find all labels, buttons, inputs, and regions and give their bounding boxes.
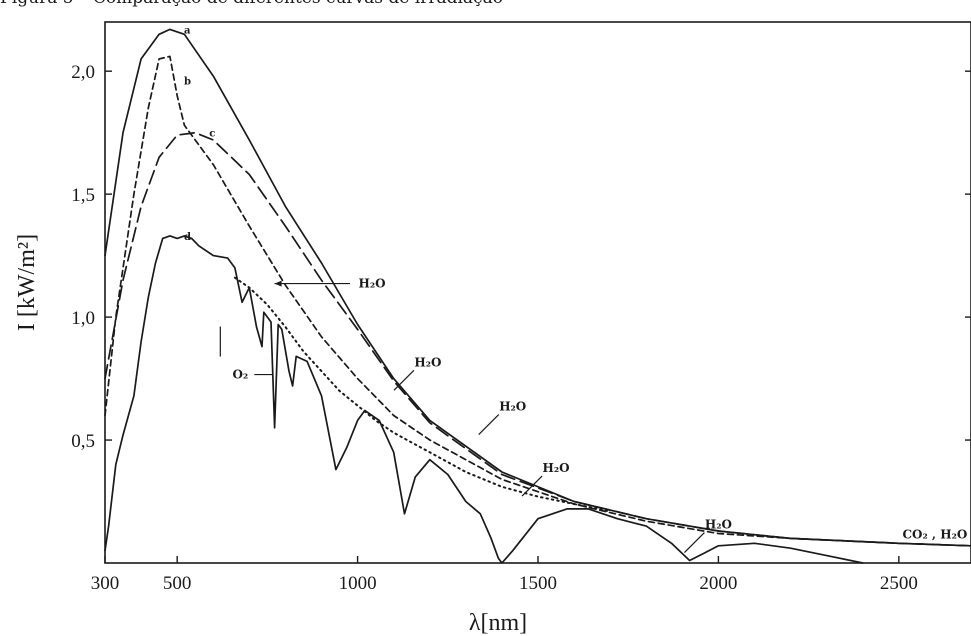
annotation-pointer <box>478 414 500 435</box>
series-line-dotted <box>233 276 612 513</box>
annotation-pointer <box>393 369 415 391</box>
annotation-label: H₂O <box>414 355 441 369</box>
y-tick-label: 0,5 <box>71 431 95 452</box>
x-tick-label: 1000 <box>339 573 377 594</box>
annotation-label: CO₂ , H₂O <box>902 527 967 541</box>
x-tick-label: 2500 <box>880 573 918 594</box>
annotation-label: H₂O <box>499 400 526 414</box>
figure-caption: Figura 5 – Comparação de diferentes curv… <box>0 0 503 8</box>
series-line-d <box>104 235 864 564</box>
series-label-b: b <box>184 76 191 87</box>
series-line-c <box>104 131 971 547</box>
annotation-pointer <box>521 475 543 497</box>
x-tick-label: 2000 <box>699 573 737 594</box>
annotation-pointer <box>683 532 705 553</box>
series-line-b <box>104 55 971 547</box>
y-tick-label: 2,0 <box>71 62 95 83</box>
x-tick-label: 500 <box>163 573 192 594</box>
annotation-label: H₂O <box>358 277 385 291</box>
plot-frame <box>104 21 971 564</box>
series-line-a <box>104 28 971 547</box>
series-label-a: a <box>184 25 191 36</box>
y-tick-label: 1,0 <box>71 308 95 329</box>
series-label-d: d <box>184 232 191 243</box>
x-tick-label: 1500 <box>519 573 557 594</box>
annotation-label: H₂O <box>705 518 732 532</box>
series-label-c: c <box>209 129 215 140</box>
annotation-label: O₂ <box>232 368 248 382</box>
y-tick-label: 1,5 <box>71 185 95 206</box>
annotation-label: H₂O <box>543 461 570 475</box>
x-tick-label: 300 <box>91 573 120 594</box>
y-axis-title: I [kW/m²] <box>14 234 40 331</box>
annotation-arrowhead <box>274 280 282 287</box>
x-axis-title: λ[nm] <box>469 610 527 636</box>
